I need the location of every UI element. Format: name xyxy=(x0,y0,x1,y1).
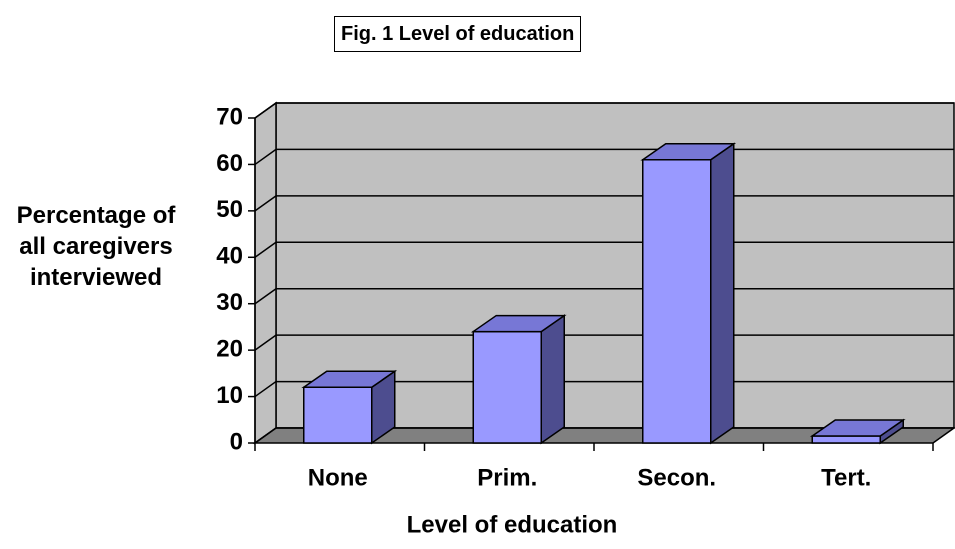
y-tick-label: 70 xyxy=(216,103,243,130)
bar-top xyxy=(470,314,567,333)
y-tick-label: 40 xyxy=(216,243,243,270)
y-axis-label: Percentage of all caregivers interviewed xyxy=(16,202,176,291)
bar xyxy=(640,142,737,445)
bar-front xyxy=(472,330,542,444)
bar-top xyxy=(809,419,906,437)
bar xyxy=(809,418,906,445)
side-wall xyxy=(254,101,277,445)
bar-front xyxy=(642,159,712,444)
bar xyxy=(470,314,567,445)
bar-front xyxy=(303,386,373,444)
bar-side xyxy=(540,314,565,445)
x-tick-label: None xyxy=(308,464,368,491)
grid-line xyxy=(254,102,954,119)
y-tick-label: 60 xyxy=(216,150,243,177)
y-tick-label: 10 xyxy=(216,382,243,409)
x-axis-label: Level of education xyxy=(407,511,618,538)
bar-side xyxy=(710,142,735,445)
bar-top xyxy=(640,143,737,161)
bar xyxy=(301,369,398,445)
chart-title: Fig. 1 Level of education xyxy=(334,16,582,52)
y-tick-label: 30 xyxy=(216,289,243,316)
bar-front xyxy=(811,435,881,444)
y-tick-label: 50 xyxy=(216,196,243,223)
x-tick-label: Prim. xyxy=(477,464,537,491)
bar-top xyxy=(301,370,398,389)
x-tick-label: Secon. xyxy=(637,464,716,491)
y-tick-label: 20 xyxy=(216,335,243,362)
y-tick-label: 0 xyxy=(230,428,243,455)
x-tick-label: Tert. xyxy=(821,464,871,491)
